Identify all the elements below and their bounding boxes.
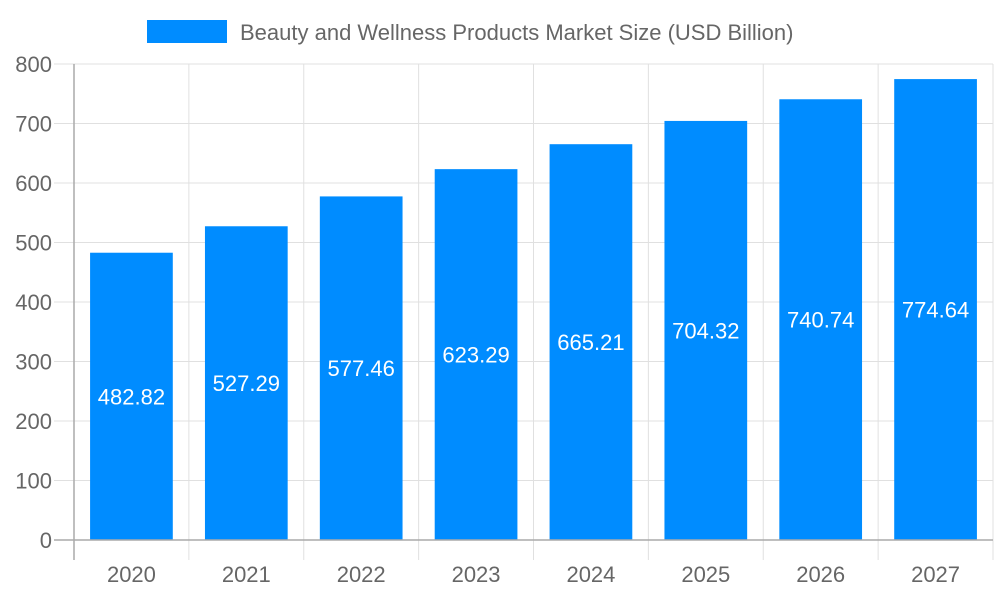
y-tick-label: 300	[15, 350, 52, 375]
data-label: 527.29	[213, 371, 280, 396]
y-tick-label: 0	[40, 528, 52, 553]
y-tick-label: 700	[15, 112, 52, 137]
data-label: 740.74	[787, 308, 854, 333]
x-tick-label: 2022	[337, 562, 386, 587]
data-label: 577.46	[328, 356, 395, 381]
x-tick-label: 2026	[796, 562, 845, 587]
legend-swatch	[147, 20, 227, 43]
bar	[90, 252, 173, 540]
bar	[319, 196, 403, 540]
y-tick-label: 100	[15, 469, 52, 494]
bar	[779, 99, 863, 540]
y-tick-label: 200	[15, 409, 52, 434]
x-tick-label: 2023	[452, 562, 501, 587]
y-tick-label: 600	[15, 171, 52, 196]
legend[interactable]: Beauty and Wellness Products Market Size…	[147, 20, 793, 45]
bar	[549, 144, 633, 540]
bar	[204, 226, 288, 540]
axes: 0 100 200 300 400 500 600 700 800 2020 2021 2022 202…	[15, 52, 993, 587]
data-label: 623.29	[442, 343, 509, 368]
x-tick-label: 2021	[222, 562, 271, 587]
data-label: 704.32	[672, 318, 739, 343]
x-tick-label: 2025	[681, 562, 730, 587]
y-tick-label: 400	[15, 290, 52, 315]
bar	[664, 120, 748, 541]
legend-label: Beauty and Wellness Products Market Size…	[240, 20, 793, 45]
bar	[434, 169, 518, 540]
bars: 482.82 527.29 577.46 623.29 665.21 704.32 740.…	[90, 79, 977, 541]
y-tick-label: 800	[15, 52, 52, 77]
data-label: 665.21	[557, 330, 624, 355]
data-label: 774.64	[902, 298, 969, 323]
y-tick-label: 500	[15, 231, 52, 256]
data-label: 482.82	[98, 384, 165, 409]
x-tick-label: 2020	[107, 562, 156, 587]
bar	[894, 79, 977, 540]
x-tick-label: 2027	[911, 562, 960, 587]
x-tick-label: 2024	[566, 562, 615, 587]
